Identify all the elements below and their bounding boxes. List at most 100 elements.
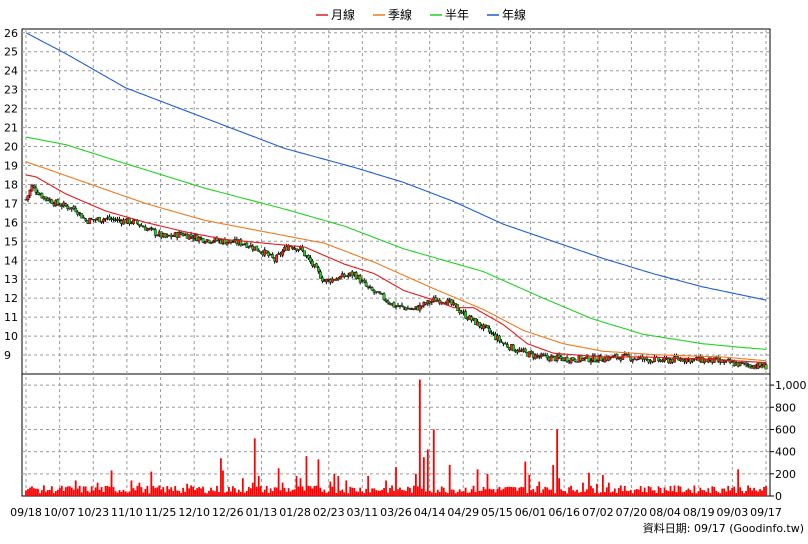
volume-bar xyxy=(613,488,616,496)
volume-bar xyxy=(335,492,338,496)
volume-bar xyxy=(701,490,704,496)
volume-bar xyxy=(114,491,117,496)
volume-bar xyxy=(31,486,33,496)
volume-bar xyxy=(586,489,588,496)
volume-bar xyxy=(80,492,83,496)
volume-bar xyxy=(196,488,198,496)
candle-down xyxy=(319,271,322,279)
volume-bar xyxy=(395,467,397,496)
candle-down xyxy=(82,217,86,219)
volume-bar xyxy=(643,487,646,496)
volume-bar xyxy=(190,485,193,496)
volume-bar xyxy=(759,489,761,496)
x-tick-label: 10/23 xyxy=(77,506,109,519)
volume-bar xyxy=(218,492,220,496)
volume-bar xyxy=(273,487,276,496)
volume-bar xyxy=(578,492,580,496)
volume-bar xyxy=(683,491,686,496)
volume-bar xyxy=(594,492,596,496)
candle-up xyxy=(631,359,635,362)
candle-up xyxy=(617,357,621,359)
candle-up xyxy=(102,218,105,222)
volume-bar xyxy=(70,487,73,496)
volume-bar xyxy=(681,492,684,496)
volume-bar xyxy=(170,487,173,496)
x-tick-label: 04/29 xyxy=(447,506,479,519)
volume-bars xyxy=(25,379,767,496)
volume-bar xyxy=(572,490,574,496)
candle-up xyxy=(209,242,213,244)
candle-down xyxy=(571,357,575,361)
volume-bar xyxy=(749,487,751,496)
volume-bar xyxy=(448,464,451,496)
volume-bar xyxy=(331,486,334,496)
volume-bar xyxy=(210,487,212,496)
volume-bar xyxy=(88,492,91,496)
candle-down xyxy=(635,359,639,361)
volume-bar xyxy=(291,489,294,496)
volume-bar xyxy=(337,476,340,496)
candle-down xyxy=(551,355,555,357)
candle-up xyxy=(275,254,279,263)
candle-up xyxy=(88,217,92,225)
volume-bar xyxy=(267,492,270,496)
volume-bar xyxy=(277,468,280,496)
volume-bar xyxy=(472,485,475,496)
candle-down xyxy=(370,287,374,291)
volume-bar xyxy=(84,486,87,496)
volume-bar xyxy=(765,486,767,496)
volume-bar xyxy=(546,487,549,496)
candle-up xyxy=(589,360,593,363)
candle-up xyxy=(147,228,151,230)
volume-bar xyxy=(62,490,65,496)
volume-bar xyxy=(460,491,463,496)
x-tick-label: 04/14 xyxy=(414,506,446,519)
volume-bar xyxy=(353,488,356,496)
candle-down xyxy=(488,327,491,333)
volume-bar xyxy=(68,486,71,496)
volume-bar xyxy=(641,491,644,496)
volume-bar xyxy=(247,487,250,496)
volume-bar xyxy=(474,492,477,496)
volume-bar xyxy=(631,493,634,496)
volume-bar xyxy=(675,492,678,496)
volume-bar xyxy=(446,493,449,496)
volume-bar xyxy=(391,485,393,496)
volume-bar xyxy=(414,473,417,496)
volume-bar xyxy=(94,487,97,496)
volume-bar xyxy=(753,487,755,496)
volume-bar xyxy=(317,459,320,496)
volume-bar xyxy=(550,489,553,496)
volume-bar xyxy=(755,490,757,496)
volume-bar xyxy=(214,491,216,496)
price-tick-label: 15 xyxy=(4,235,18,248)
volume-bar xyxy=(116,492,119,496)
candle-up xyxy=(145,228,149,231)
volume-bar xyxy=(138,482,141,496)
candle-up xyxy=(324,278,328,283)
volume-bar xyxy=(607,482,610,496)
volume-bar xyxy=(160,489,163,496)
volume-bar xyxy=(619,485,622,496)
volume-bar xyxy=(122,489,125,496)
volume-bar xyxy=(599,492,602,496)
volume-bar xyxy=(416,486,419,496)
candle-down xyxy=(189,234,193,237)
volume-bar xyxy=(649,487,652,496)
candle-down xyxy=(231,241,235,243)
volume-bar xyxy=(293,489,296,496)
candle-down xyxy=(408,308,412,310)
x-tick-label: 07/02 xyxy=(582,506,614,519)
volume-bar xyxy=(514,487,517,496)
volume-bar xyxy=(237,489,240,496)
volume-bar xyxy=(484,489,487,496)
volume-bar xyxy=(377,490,379,496)
volume-bar xyxy=(635,488,638,496)
volume-bar xyxy=(25,490,27,496)
volume-bar xyxy=(349,486,352,496)
volume-bar xyxy=(140,487,143,496)
x-tick-label: 05/15 xyxy=(481,506,513,519)
volume-bar xyxy=(609,492,612,496)
volume-bar xyxy=(343,492,346,496)
candle-down xyxy=(362,280,366,283)
